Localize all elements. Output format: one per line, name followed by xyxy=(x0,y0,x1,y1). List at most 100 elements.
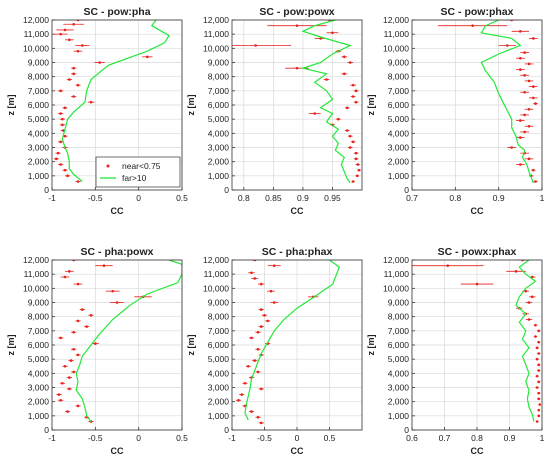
near-point xyxy=(59,89,62,93)
near-point xyxy=(72,347,75,351)
legend-near-marker xyxy=(106,164,110,168)
x-tick-label: 0.9 xyxy=(493,193,505,203)
near-point xyxy=(523,90,526,94)
x-tick-label: 0.5 xyxy=(324,433,336,443)
near-point xyxy=(72,370,75,374)
near-point xyxy=(351,95,355,98)
chart-title: SC - pow:pha xyxy=(83,6,150,18)
y-tick-label: 5,000 xyxy=(28,114,50,124)
near-point xyxy=(256,415,260,419)
y-tick-label: 11,000 xyxy=(384,269,410,279)
near-point xyxy=(250,410,253,413)
near-point xyxy=(272,301,276,304)
x-tick-label: 0.7 xyxy=(439,433,451,443)
near-point xyxy=(63,168,67,172)
chart-panel-3: 0 1,000 2,000 3,000 4,000 5,000 6,000 7,000 8,00… xyxy=(366,6,545,216)
near-point xyxy=(76,49,80,53)
near-point xyxy=(68,270,71,273)
y-tick-label: 1,000 xyxy=(208,411,230,421)
y-tick-label: 7,000 xyxy=(208,326,230,336)
near-point xyxy=(59,398,62,402)
chart-panel-6: 0 1,000 2,000 3,000 4,000 5,000 6,000 7,000 8,00… xyxy=(366,246,545,456)
near-point xyxy=(537,352,541,355)
far-series-line xyxy=(61,20,170,182)
y-tick-label: 12,000 xyxy=(383,15,409,25)
x-axis-label: CC xyxy=(111,446,124,456)
y-tick-label: 1,000 xyxy=(28,171,50,181)
near-point xyxy=(345,129,349,132)
near-point xyxy=(471,24,474,27)
y-tick-label: 0 xyxy=(224,185,229,195)
plot-frame xyxy=(51,259,183,431)
near-point xyxy=(68,38,71,42)
x-tick-label: -1 xyxy=(228,433,236,443)
near-point xyxy=(66,174,69,178)
chart-panel-5: 0 1,000 2,000 3,000 4,000 5,000 6,000 7,000 8,00… xyxy=(186,246,363,456)
y-tick-label: 12,000 xyxy=(203,255,229,265)
near-point xyxy=(354,151,358,155)
near-point xyxy=(259,308,263,311)
near-point xyxy=(240,393,244,396)
near-point xyxy=(250,271,253,275)
near-point xyxy=(61,117,64,121)
y-axis-label: z [m] xyxy=(366,95,376,116)
y-tick-label: 4,000 xyxy=(28,128,50,138)
near-point xyxy=(514,270,518,273)
x-tick-label: 0.8 xyxy=(449,193,461,203)
y-tick-label: 10,000 xyxy=(203,283,229,293)
y-tick-label: 6,000 xyxy=(388,340,410,350)
near-point xyxy=(537,380,541,384)
far-series-line xyxy=(480,20,534,184)
y-tick-label: 5,000 xyxy=(28,354,50,364)
near-point xyxy=(76,180,80,183)
near-point xyxy=(534,102,537,105)
chart-title: SC - pow:powx xyxy=(259,6,334,18)
near-point xyxy=(111,289,114,293)
x-tick-label: 0.85 xyxy=(265,193,282,203)
near-point xyxy=(253,359,257,362)
far-series-line xyxy=(515,260,537,422)
x-tick-label: 0.5 xyxy=(176,433,188,443)
near-point xyxy=(59,32,62,36)
near-point xyxy=(527,79,531,83)
series-layer xyxy=(412,260,542,423)
y-axis-label: z [m] xyxy=(366,335,376,356)
near-point xyxy=(115,301,119,304)
near-point xyxy=(256,330,260,334)
near-point xyxy=(259,387,263,391)
near-point xyxy=(72,330,75,334)
near-point xyxy=(519,163,522,166)
x-tick-label: -0.5 xyxy=(257,433,272,443)
near-point xyxy=(269,289,273,293)
near-point xyxy=(59,112,62,115)
x-tick-label: 0.95 xyxy=(324,193,341,203)
x-tick-label: 0.5 xyxy=(176,193,188,203)
y-tick-label: 5,000 xyxy=(208,354,230,364)
near-point xyxy=(63,106,67,110)
near-point xyxy=(537,414,541,418)
x-tick-label: 1 xyxy=(540,193,545,203)
near-point xyxy=(527,157,531,161)
near-point xyxy=(537,408,541,412)
y-tick-label: 8,000 xyxy=(208,72,230,82)
near-point xyxy=(72,22,75,26)
y-tick-label: 0 xyxy=(404,425,409,435)
series-layer xyxy=(56,260,182,423)
y-tick-label: 4,000 xyxy=(28,368,50,378)
x-tick-label: 0 xyxy=(136,193,141,203)
near-point xyxy=(89,313,93,317)
y-tick-label: 2,000 xyxy=(28,157,50,167)
near-point xyxy=(345,106,349,110)
near-point xyxy=(72,66,75,70)
y-tick-label: 0 xyxy=(404,185,409,195)
y-axis-label: z [m] xyxy=(6,95,16,116)
y-tick-label: 7,000 xyxy=(388,326,410,336)
chart-title: SC - pha:phax xyxy=(262,246,333,258)
near-point xyxy=(250,336,253,340)
y-tick-label: 2,000 xyxy=(208,397,230,407)
near-point xyxy=(59,336,62,340)
y-tick-label: 1,000 xyxy=(28,411,50,421)
near-point xyxy=(356,163,360,166)
y-tick-label: 3,000 xyxy=(28,383,50,393)
near-point xyxy=(354,89,358,93)
